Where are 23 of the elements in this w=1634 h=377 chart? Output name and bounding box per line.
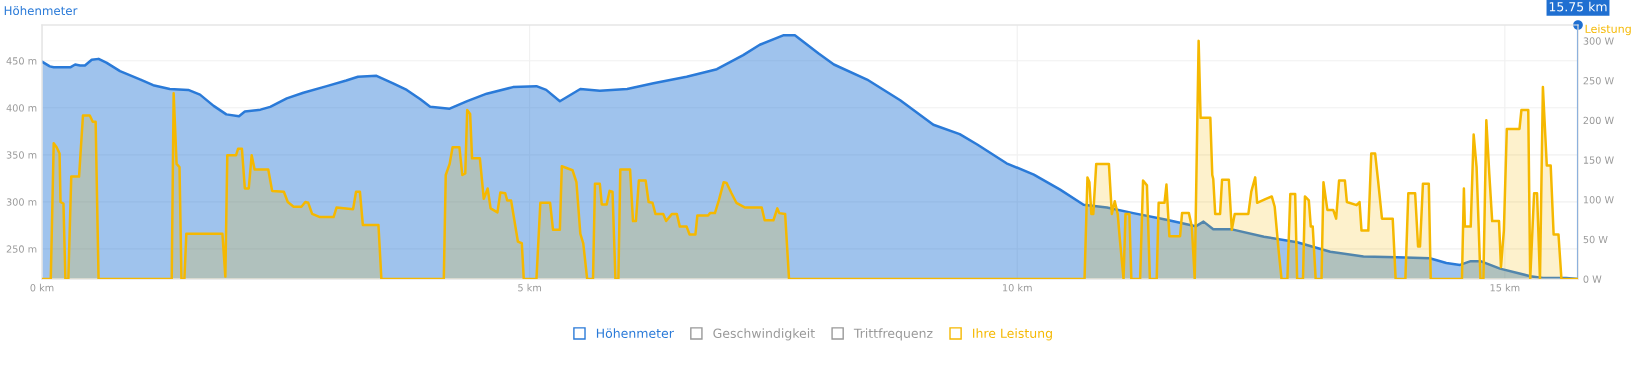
x-tick-label: 15 km [1490, 283, 1520, 292]
y2-tick-label: 200 W [1583, 116, 1614, 125]
y-tick-label: 450 m [6, 57, 37, 65]
y2-tick-label: 150 W [1583, 156, 1614, 164]
x-tick-label: 0 km [30, 283, 54, 292]
x-tick-label: 5 km [518, 283, 541, 292]
y-tick-label: 350 m [6, 151, 37, 159]
text: Geschwindigkeit [713, 328, 815, 341]
y-tick-label: 400 m [6, 104, 37, 112]
y-tick-label: 300 m [6, 198, 37, 206]
text: Trittfrequenz [853, 328, 933, 341]
y-tick-label: 250 m [6, 245, 37, 253]
y-axis-title: Höhenmeter [4, 5, 78, 16]
y2-tick-label: 250 W [1583, 77, 1614, 85]
y2-tick-label: 0 W [1583, 275, 1602, 283]
y2-axis-title: Leistung [1585, 24, 1631, 36]
y2-tick-label: 100 W [1583, 196, 1614, 204]
x-tick-label: 10 km [1003, 283, 1032, 292]
legend-label: Ihre Leistung [973, 328, 1052, 341]
y2-tick-label: 50 W [1583, 235, 1608, 244]
y2-tick-label: 300 W [1583, 37, 1614, 45]
legend-label: Höhenmeter [596, 328, 674, 339]
ref-line-label: 15.75 km [1549, 1, 1607, 12]
